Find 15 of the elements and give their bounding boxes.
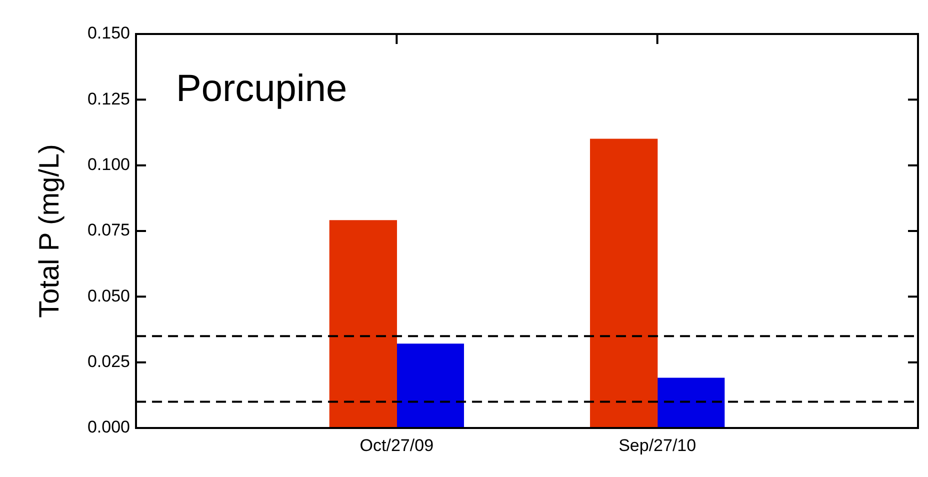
x-tick-label: Sep/27/10	[618, 436, 696, 455]
y-tick-label: 0.025	[87, 352, 130, 372]
bar	[590, 138, 658, 428]
y-tick-label: 0.125	[87, 89, 130, 108]
bar	[396, 344, 464, 428]
text: Porcupine	[176, 68, 348, 110]
y-tick-label: 0.050	[87, 286, 130, 306]
y-tick-label: 0.000	[87, 418, 130, 437]
x-tick-label: Oct/27/09	[360, 436, 434, 455]
y-tick-label: 0.100	[87, 155, 130, 174]
bar	[329, 220, 397, 428]
y-tick-label: 0.150	[87, 24, 130, 43]
y-axis-title: Total P (mg/L)	[34, 144, 65, 318]
y-tick-label: 0.075	[87, 220, 130, 240]
bar	[657, 378, 725, 428]
